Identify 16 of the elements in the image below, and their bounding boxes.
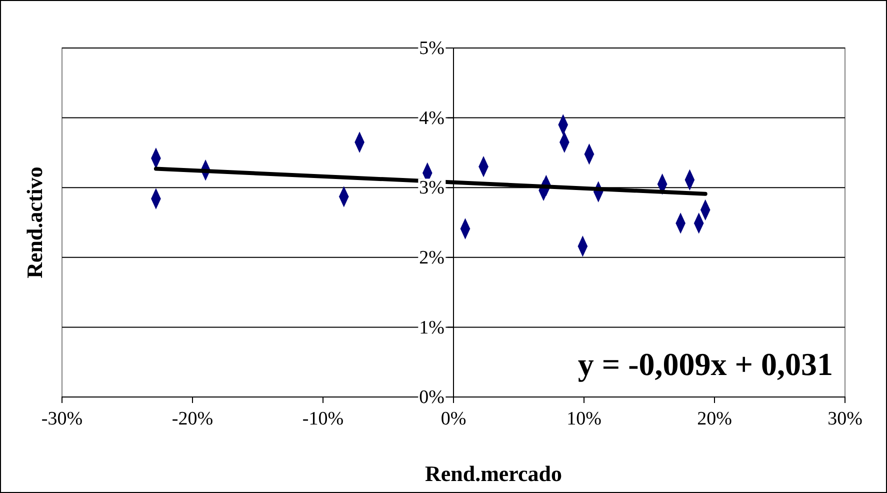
- x-tick-label: -20%: [172, 408, 214, 430]
- y-tick-label: 2%: [419, 247, 445, 268]
- x-tick-label: -10%: [302, 408, 344, 430]
- y-axis-title: Rend.activo: [22, 166, 47, 278]
- x-tick-label: 10%: [566, 408, 602, 430]
- x-axis-title: Rend.mercado: [424, 461, 562, 486]
- y-tick-label: 4%: [419, 108, 445, 129]
- x-tick-label: -30%: [41, 408, 83, 430]
- annotation: y = -0,009x + 0,031: [578, 346, 833, 382]
- x-tick-label: 30%: [828, 408, 863, 430]
- y-tick-label: 1%: [419, 317, 445, 338]
- y-tick-label: 0%: [419, 387, 445, 408]
- y-tick-label: 3%: [419, 178, 445, 199]
- x-tick-label: 20%: [697, 408, 732, 430]
- x-tick-label: 0%: [440, 408, 466, 430]
- y-tick-label: 5%: [419, 38, 445, 60]
